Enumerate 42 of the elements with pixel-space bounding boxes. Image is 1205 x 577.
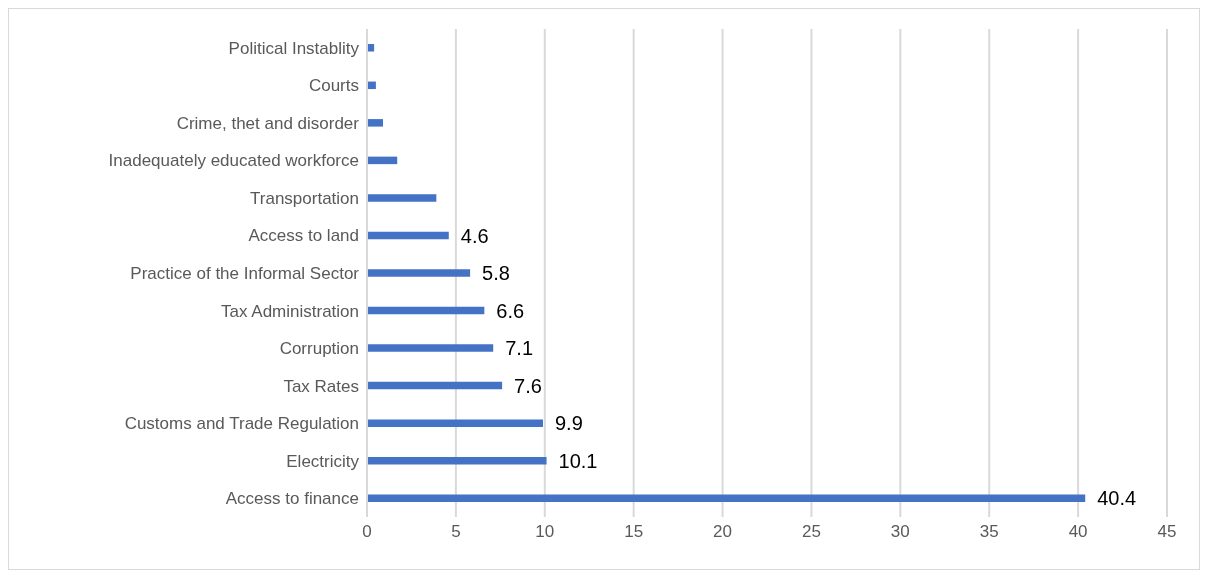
- x-tick-label: 20: [713, 522, 733, 542]
- x-tick-label: 30: [890, 522, 910, 542]
- data-label: 7.1: [505, 337, 534, 360]
- x-tick-label: 10: [535, 522, 555, 542]
- y-tick-label: Transportation: [250, 188, 359, 208]
- data-label: 10.1: [558, 449, 598, 472]
- y-tick-label: Customs and Trade Regulation: [124, 414, 359, 434]
- bar: [367, 494, 1086, 502]
- y-tick-label: Inadequately educated workforce: [108, 151, 359, 171]
- x-tick-label: 25: [801, 522, 821, 542]
- y-tick-label: Corruption: [279, 339, 359, 359]
- bar: [367, 269, 471, 277]
- x-tick-label: 45: [1157, 522, 1177, 542]
- data-label: 4.6: [460, 224, 489, 247]
- bar: [367, 419, 543, 427]
- data-label: 40.4: [1097, 487, 1137, 510]
- data-label: 6.6: [496, 299, 525, 322]
- bar: [367, 456, 547, 465]
- bar: [367, 231, 449, 240]
- data-label: 5.8: [482, 262, 510, 285]
- y-tick-label: Access to land: [248, 226, 359, 246]
- bar: [367, 306, 485, 315]
- y-tick-label: Tax Rates: [283, 376, 359, 396]
- y-tick-label: Crime, thet and disorder: [176, 113, 360, 133]
- y-tick-label: Access to finance: [225, 489, 359, 509]
- y-tick-label: Political Instablity: [228, 38, 360, 58]
- y-tick-label: Electricity: [286, 451, 360, 471]
- y-tick-label: Tax Administration: [221, 301, 359, 321]
- x-tick-label: 0: [362, 522, 372, 542]
- bar: [367, 344, 494, 352]
- x-tick-label: 35: [979, 522, 999, 542]
- data-label: 7.6: [514, 374, 542, 397]
- y-tick-label: Practice of the Informal Sector: [130, 264, 360, 284]
- bar: [367, 194, 437, 202]
- x-tick-label: 5: [451, 522, 461, 542]
- y-tick-label: Courts: [308, 76, 359, 96]
- x-tick-label: 15: [624, 522, 644, 542]
- bar: [367, 119, 383, 127]
- bar: [367, 381, 503, 390]
- bar: [367, 44, 375, 52]
- x-tick-label: 40: [1068, 522, 1088, 542]
- data-label: 9.9: [555, 412, 583, 435]
